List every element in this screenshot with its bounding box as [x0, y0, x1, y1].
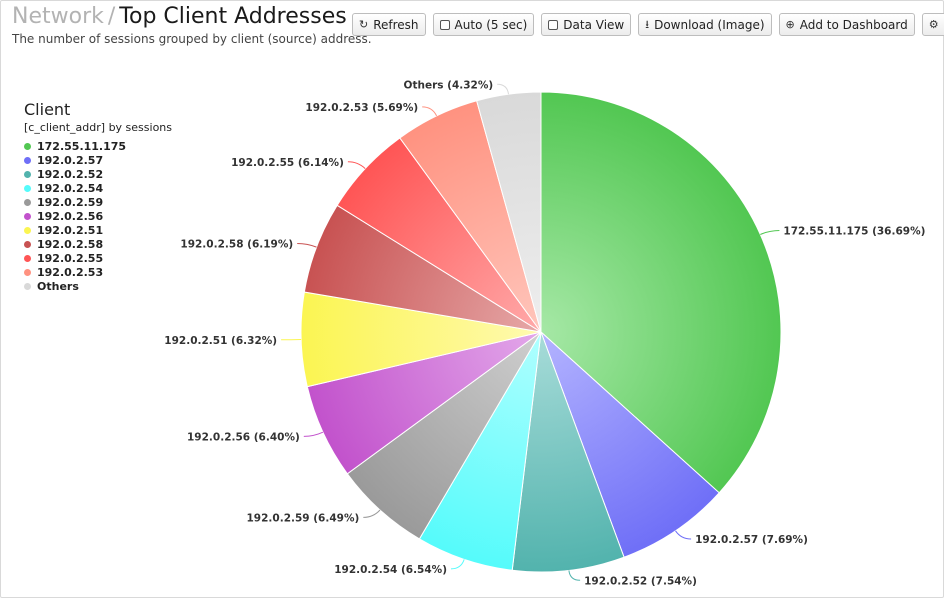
legend-item[interactable]: 192.0.2.55 [24, 251, 172, 265]
legend-label: 192.0.2.58 [37, 237, 104, 251]
page-title: Top Client Addresses [119, 4, 347, 29]
legend-subtitle: [c_client_addr] by sessions [24, 121, 173, 134]
label-connector [363, 509, 381, 518]
legend-item[interactable]: 192.0.2.59 [24, 195, 172, 209]
toolbar: ↻ Refresh Auto (5 sec) Data View ⭳ Downl… [352, 13, 944, 36]
legend-list: 172.55.11.175 192.0.2.57 192.0.2.52 192.0.2… [24, 139, 172, 293]
data-view-label: Data View [563, 17, 625, 32]
slice-data-label: 192.0.2.51 (6.32%) [164, 335, 277, 347]
legend-label: 172.55.11.175 [37, 139, 127, 153]
legend-label: 192.0.2.59 [37, 195, 104, 209]
legend-label: 192.0.2.53 [37, 265, 104, 279]
label-connector [422, 106, 438, 117]
legend-item[interactable]: 192.0.2.51 [24, 223, 172, 237]
auto-label: Auto (5 sec) [454, 17, 528, 32]
legend-label: 192.0.2.56 [37, 209, 104, 223]
label-connector [675, 530, 692, 540]
legend-swatch [24, 240, 31, 248]
legend-swatch [24, 254, 31, 262]
refresh-button[interactable]: ↻ Refresh [352, 13, 426, 36]
auto-refresh-button[interactable]: Auto (5 sec) [432, 13, 535, 36]
plus-circle-icon: ⊕ [785, 18, 795, 31]
data-view-button[interactable]: Data View [541, 13, 632, 36]
legend-item[interactable]: 192.0.2.56 [24, 209, 172, 223]
legend-item[interactable]: 192.0.2.54 [24, 181, 172, 195]
legend-label: 192.0.2.54 [37, 181, 104, 195]
legend-swatch [24, 212, 31, 220]
add-dashboard-label: Add to Dashboard [799, 17, 908, 32]
pie-slice[interactable] [540, 331, 720, 558]
slice-data-label: 192.0.2.59 (6.49%) [247, 512, 360, 524]
legend-swatch [24, 142, 31, 150]
slice-data-label: 192.0.2.56 (6.40%) [187, 431, 300, 443]
slice-data-label: 192.0.2.52 (7.54%) [584, 575, 697, 587]
page-header: Network / Top Client Addresses The number … [12, 4, 372, 46]
slice-data-label: 192.0.2.58 (6.19%) [180, 239, 293, 251]
refresh-icon: ↻ [359, 18, 369, 31]
slice-data-label: 192.0.2.54 (6.54%) [334, 564, 447, 576]
slice-data-label: 192.0.2.53 (5.69%) [305, 102, 418, 114]
refresh-label: Refresh [373, 17, 419, 32]
slice-data-label: 172.55.11.175 (36.69%) [783, 226, 925, 238]
pie-slice[interactable] [476, 91, 542, 333]
slice-data-label: Others (4.32%) [404, 79, 494, 91]
legend-item[interactable]: 192.0.2.53 [24, 265, 172, 279]
slice-data-label: 192.0.2.55 (6.14%) [231, 157, 344, 169]
checkbox-icon [548, 19, 559, 30]
label-connector [303, 431, 324, 437]
legend-title: Client [24, 100, 71, 119]
label-connector [347, 161, 366, 169]
label-connector [450, 559, 465, 570]
legend-item[interactable]: Others [24, 279, 172, 293]
label-connector [568, 570, 581, 581]
legend-swatch [24, 268, 31, 276]
legend-item[interactable]: 192.0.2.57 [24, 153, 172, 167]
title-line: Network / Top Client Addresses [12, 4, 372, 30]
legend-swatch [24, 184, 31, 192]
legend-swatch [24, 198, 31, 206]
page-subtitle: The number of sessions grouped by client… [12, 32, 372, 46]
label-connector [497, 83, 509, 95]
gear-icon: ⚙ [928, 18, 939, 31]
legend-label: 192.0.2.55 [37, 251, 104, 265]
settings-button[interactable]: ⚙ S [921, 13, 944, 36]
legend-item[interactable]: 172.55.11.175 [24, 139, 172, 153]
pie-slice[interactable] [540, 91, 782, 494]
legend-label: 192.0.2.57 [37, 153, 104, 167]
chart-legend: Client [c_client_addr] by sessions 172.5… [24, 100, 172, 293]
legend-swatch [24, 282, 31, 290]
legend-item[interactable]: 192.0.2.52 [24, 167, 172, 181]
legend-swatch [24, 170, 31, 178]
label-connector [760, 230, 780, 235]
legend-swatch [24, 156, 31, 164]
download-label: Download (Image) [654, 17, 765, 32]
breadcrumb-separator: / [107, 4, 116, 29]
legend-label: Others [37, 279, 79, 293]
legend-label: 192.0.2.51 [37, 223, 104, 237]
breadcrumb-network[interactable]: Network [12, 4, 104, 29]
legend-swatch [24, 226, 31, 234]
download-image-button[interactable]: ⭳ Download (Image) [638, 13, 772, 36]
pie-slice[interactable] [511, 331, 625, 573]
download-icon: ⭳ [645, 18, 650, 31]
label-connector [297, 243, 317, 248]
legend-label: 192.0.2.52 [37, 167, 104, 181]
checkbox-icon [439, 19, 450, 30]
slice-data-label: 192.0.2.57 (7.69%) [695, 534, 808, 546]
legend-item[interactable]: 192.0.2.58 [24, 237, 172, 251]
add-to-dashboard-button[interactable]: ⊕ Add to Dashboard [778, 13, 915, 36]
